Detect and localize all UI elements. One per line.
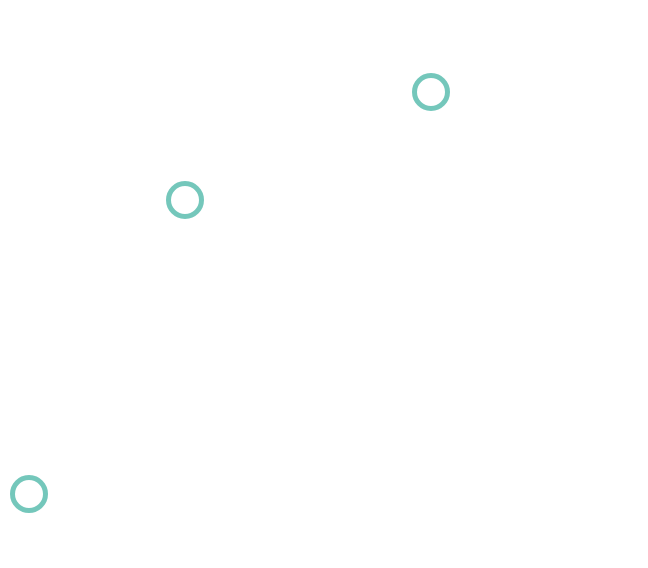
ring-icon[interactable] — [412, 73, 450, 111]
ring-icon[interactable] — [166, 181, 204, 219]
ring-icon[interactable] — [10, 475, 48, 513]
